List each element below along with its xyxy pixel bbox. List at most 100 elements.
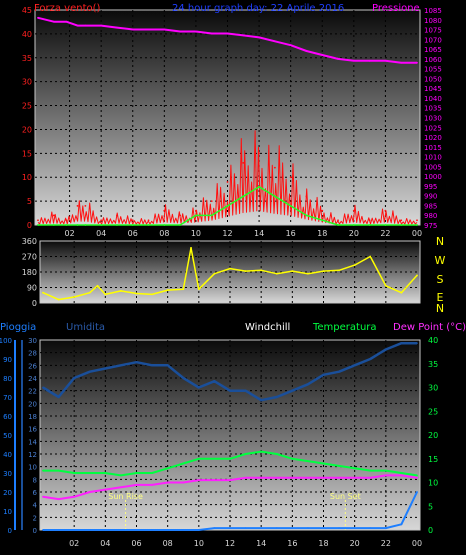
pressure-point <box>400 61 403 64</box>
gust-point <box>84 224 87 226</box>
temp-x-tick: 08 <box>163 539 173 548</box>
temperatura-point <box>120 474 122 477</box>
direction-y-tick: 90 <box>27 284 37 293</box>
wind-speed-point <box>179 214 182 217</box>
dew-point-point <box>213 479 216 482</box>
direction-y-tick: 360 <box>22 237 37 246</box>
wind-speed-point <box>52 214 55 217</box>
temperatura-point <box>135 472 138 474</box>
pioggia-point <box>244 527 247 529</box>
wind-x-tick: 10 <box>191 229 201 238</box>
pioggia-point <box>166 529 169 531</box>
pioggia-point <box>57 529 60 531</box>
direction-point <box>190 246 192 249</box>
temp-x-tick: 14 <box>256 539 266 548</box>
gust-point <box>289 204 292 207</box>
direction-letter: E <box>437 291 444 304</box>
wind-speed-point <box>163 209 166 212</box>
direction-y-tick: 270 <box>22 253 37 262</box>
humidity-y-tick: 30 <box>28 337 37 345</box>
humidity-y-tick: 18 <box>28 413 37 421</box>
wind-x-tick: 06 <box>128 229 138 238</box>
dew-point-point <box>104 488 107 491</box>
dew-point-point <box>416 476 418 479</box>
humidity-y-tick: 0 <box>33 527 37 535</box>
pioggia-point <box>384 527 387 529</box>
pressure-y-tick: 1025 <box>424 124 442 132</box>
temperatura-point <box>353 467 356 470</box>
gust-point <box>226 204 229 207</box>
pioggia-point <box>322 527 325 529</box>
gust-point <box>210 214 213 217</box>
rain-y-tick: 90 <box>3 356 12 364</box>
pressure-axis-title: Pressione <box>372 3 420 14</box>
temperatura-point <box>244 453 247 455</box>
gust-point <box>147 224 150 226</box>
pioggia-point <box>151 529 153 531</box>
gust-point <box>400 224 403 226</box>
umidita-point <box>88 370 91 373</box>
humidity-y-tick: 12 <box>28 451 37 459</box>
wind-y-tick: 20 <box>22 125 32 134</box>
temp-x-tick: 02 <box>69 539 79 548</box>
dew-point-point <box>291 476 294 479</box>
gust-point <box>321 219 324 222</box>
rain-y-tick: 20 <box>3 489 12 497</box>
wind-x-tick: 12 <box>222 229 232 238</box>
humidity-y-tick: 22 <box>28 388 37 396</box>
umidita-point <box>400 342 403 345</box>
pioggia-point <box>229 527 231 529</box>
umidita-point <box>166 364 169 367</box>
wind-speed-point <box>65 219 68 222</box>
wind-speed-point <box>195 209 197 212</box>
wind-speed-point <box>147 219 150 222</box>
rain-y-tick: 70 <box>3 394 12 402</box>
dew-point-point <box>42 495 44 498</box>
gust-point <box>100 224 103 226</box>
umidita-point <box>353 364 356 367</box>
pressure-y-tick: 1075 <box>424 27 442 35</box>
dew-point-point <box>57 498 60 501</box>
wind-speed-line <box>37 130 418 225</box>
temp-x-tick: 00 <box>412 539 422 548</box>
dew-point-point <box>322 476 325 479</box>
pressure-y-tick: 1060 <box>424 56 442 64</box>
umidita-point <box>42 386 44 389</box>
dew-point-point <box>260 476 263 479</box>
umidita-point <box>338 370 340 373</box>
wind-speed-point <box>76 204 79 207</box>
direction-point <box>353 264 356 267</box>
pressure-point <box>368 59 371 62</box>
temp-x-tick: 22 <box>381 539 391 548</box>
umidita-point <box>229 389 231 392</box>
direction-point <box>369 255 372 258</box>
rain-y-tick: 30 <box>3 470 12 478</box>
temperatura-point <box>104 472 107 474</box>
humidity-y-tick: 14 <box>28 438 37 446</box>
wind-speed-point <box>242 161 245 164</box>
umidita-point <box>291 389 294 392</box>
direction-letter: N <box>436 235 444 248</box>
pressure-point <box>147 28 150 31</box>
dew-point-point <box>88 491 91 493</box>
direction-point <box>96 284 99 287</box>
gust-point <box>258 185 260 188</box>
pressure-point <box>384 59 387 62</box>
wind-speed-point <box>226 181 229 183</box>
gust-point <box>352 224 355 226</box>
umidita-point <box>151 364 153 367</box>
direction-point <box>88 291 91 294</box>
wind-x-tick: 14 <box>254 229 264 238</box>
pioggia-point <box>307 527 309 529</box>
pressure-y-tick: 1080 <box>424 17 442 25</box>
pressure-y-tick: 1065 <box>424 46 442 54</box>
pressure-y-tick: 1055 <box>424 66 442 74</box>
pressure-y-tick: 1050 <box>424 75 442 83</box>
pressure-point <box>258 36 260 39</box>
dew-point-point <box>151 483 153 486</box>
wind-speed-point <box>210 200 213 203</box>
pressure-y-tick: 1010 <box>424 154 442 162</box>
pressure-y-tick: 1000 <box>424 173 442 181</box>
umidita-point <box>369 358 372 360</box>
pressure-point <box>84 24 87 27</box>
